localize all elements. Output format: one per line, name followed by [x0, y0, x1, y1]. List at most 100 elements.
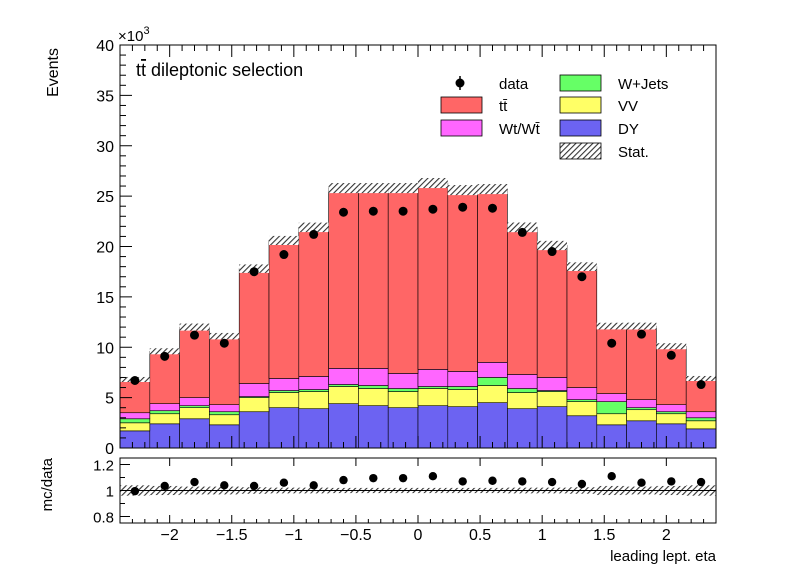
bar-tt-4 [238, 268, 270, 384]
bar-wt-wt-5 [268, 378, 300, 391]
annotation-text: dileptonic selection [146, 60, 303, 80]
ratio-points [130, 472, 706, 496]
bar-wt-wt-11 [447, 371, 478, 387]
annotation-tbar: t [141, 60, 146, 80]
bar-tt-14 [536, 245, 568, 378]
ratio-y-tick-label-1: 1 [106, 484, 114, 501]
y-tick-label-2: 10 [96, 340, 114, 357]
bar-tt-12 [477, 188, 508, 363]
bar-wt-wt-13 [507, 374, 538, 389]
data-point-9 [398, 206, 408, 216]
ratio-point-7 [339, 475, 348, 485]
bar-tt-8 [358, 187, 389, 369]
bar-w-jets-8 [358, 385, 389, 389]
bar-vv-12 [477, 385, 508, 403]
stat-band-10 [418, 177, 448, 189]
bar-vv-14 [536, 391, 568, 407]
bar-w-jets-6 [298, 389, 329, 392]
bar-vv-19 [685, 420, 717, 430]
stat-band-9 [388, 183, 418, 194]
legend-stat-swatch [559, 142, 602, 160]
bar-w-jets-16 [596, 401, 627, 415]
exponent-base: ×10 [118, 28, 143, 45]
data-point-4 [249, 267, 259, 277]
y-tick-label-1: 5 [105, 391, 114, 408]
bar-wt-wt-18 [656, 404, 687, 413]
bar-tt-15 [566, 266, 598, 388]
data-point-10 [428, 204, 438, 214]
stat-band-7 [328, 183, 359, 194]
bar-wt-wt-17 [626, 399, 657, 409]
bar-wt-wt-14 [536, 377, 568, 391]
legend-entry-data: data [455, 76, 529, 93]
x-tick-label-2: −1 [285, 527, 303, 544]
bar-tt-10 [417, 182, 449, 370]
bar-wt-wt-2 [179, 397, 210, 406]
legend-dy-label: DY [618, 121, 639, 138]
y-axis-label: Events [45, 48, 62, 97]
main-y-axis: 0 5 10 15 20 25 30 35 40 [96, 38, 132, 458]
exponent-power: 3 [143, 25, 149, 37]
bar-wt-wt-1 [149, 403, 180, 412]
data-point-3 [219, 338, 229, 348]
y-tick-label-8: 40 [96, 38, 114, 55]
stat-band-6 [298, 222, 329, 233]
bar-vv-8 [358, 388, 389, 406]
data-point-11 [458, 202, 468, 212]
data-point-7 [339, 207, 348, 217]
data-point-12 [488, 203, 497, 213]
bar-vv-5 [268, 392, 300, 408]
ratio-point-15 [577, 479, 587, 489]
legend-data-marker [455, 78, 465, 88]
stat-band-13 [507, 222, 538, 233]
stat-band-8 [358, 183, 389, 194]
data-point-2 [190, 330, 199, 340]
bar-dy-1 [149, 423, 180, 449]
legend-entry-vv: VV [559, 96, 638, 115]
legend-stat-label: Stat. [618, 144, 649, 161]
bar-w-jets-19 [685, 417, 717, 422]
legend-wjets-label: W+Jets [618, 76, 668, 93]
selection-annotation: tt dileptonic selection [136, 60, 303, 80]
bar-dy-18 [656, 423, 687, 449]
data-point-5 [279, 250, 289, 260]
bar-vv-7 [328, 386, 359, 404]
bar-wt-wt-12 [477, 362, 508, 378]
ratio-point-0 [130, 486, 140, 496]
bar-wt-wt-15 [566, 387, 598, 400]
legend-wt-label: Wt/Wt̄ [499, 121, 541, 138]
data-point-17 [637, 329, 646, 339]
bar-w-jets-17 [626, 407, 657, 411]
y-tick-label-3: 15 [96, 290, 114, 307]
bar-vv-0 [119, 422, 151, 432]
x-tick-label-5: 0.5 [469, 527, 491, 544]
ratio-point-1 [160, 481, 169, 491]
bar-vv-4 [238, 397, 270, 413]
data-point-13 [517, 227, 527, 237]
x-tick-label-0: −2 [161, 527, 179, 544]
bar-vv-1 [149, 413, 180, 425]
ratio-point-3 [220, 481, 229, 490]
ratio-y-axis: 0.8 1 1.2 [93, 458, 130, 527]
data-point-1 [160, 351, 170, 361]
ratio-point-17 [637, 478, 646, 487]
bar-w-jets-1 [149, 410, 180, 415]
bar-w-jets-0 [119, 418, 151, 424]
legend-ttbar-label: tt̄ [499, 98, 508, 115]
legend-entry-dy: DY [559, 119, 639, 138]
legend-entry-ttbar: tt̄ [440, 96, 508, 115]
main-x-ticks [131, 45, 705, 448]
bar-tt-13 [507, 227, 538, 375]
bar-w-jets-15 [566, 399, 598, 402]
bar-vv-6 [298, 391, 329, 410]
legend-entry-wt: Wt/Wt̄ [440, 119, 541, 138]
bar-vv-9 [387, 391, 419, 408]
bar-wt-wt-4 [238, 383, 270, 397]
data-point-15 [577, 272, 587, 282]
ratio-point-6 [309, 481, 318, 490]
ratio-point-16 [607, 472, 616, 481]
bar-wt-wt-6 [298, 376, 329, 390]
bar-vv-3 [209, 414, 240, 426]
bar-wt-wt-10 [417, 369, 449, 387]
